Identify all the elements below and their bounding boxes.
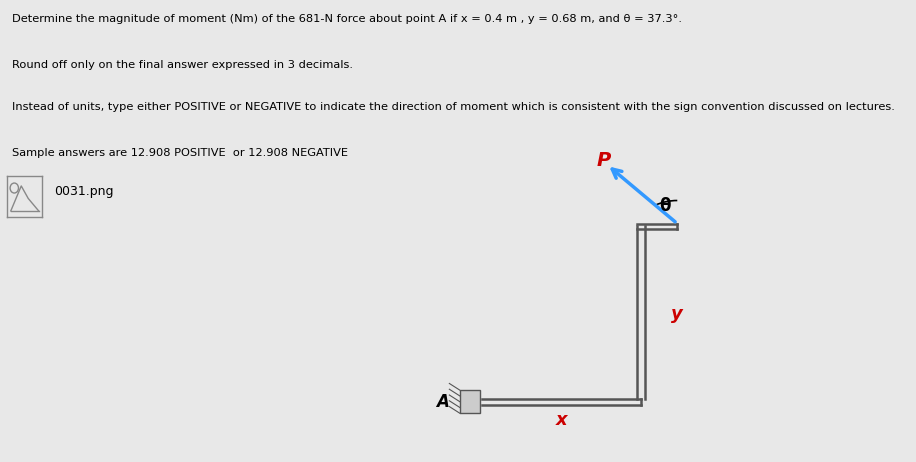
Text: Instead of units, type either POSITIVE or NEGATIVE to indicate the direction of : Instead of units, type either POSITIVE o… [12,102,895,112]
Text: Sample answers are 12.908 POSITIVE  or 12.908 NEGATIVE: Sample answers are 12.908 POSITIVE or 12… [12,148,348,158]
Text: A: A [436,393,449,411]
Text: x: x [556,412,567,429]
Text: 0031.png: 0031.png [54,185,114,198]
Text: P: P [596,151,611,170]
Text: y: y [671,305,683,323]
Text: θ: θ [659,197,671,215]
Text: Round off only on the final answer expressed in 3 decimals.: Round off only on the final answer expre… [12,60,353,70]
Text: Determine the magnitude of moment (Nm) of the 681-N force about point A if x = 0: Determine the magnitude of moment (Nm) o… [12,14,682,24]
Bar [460,390,480,413]
